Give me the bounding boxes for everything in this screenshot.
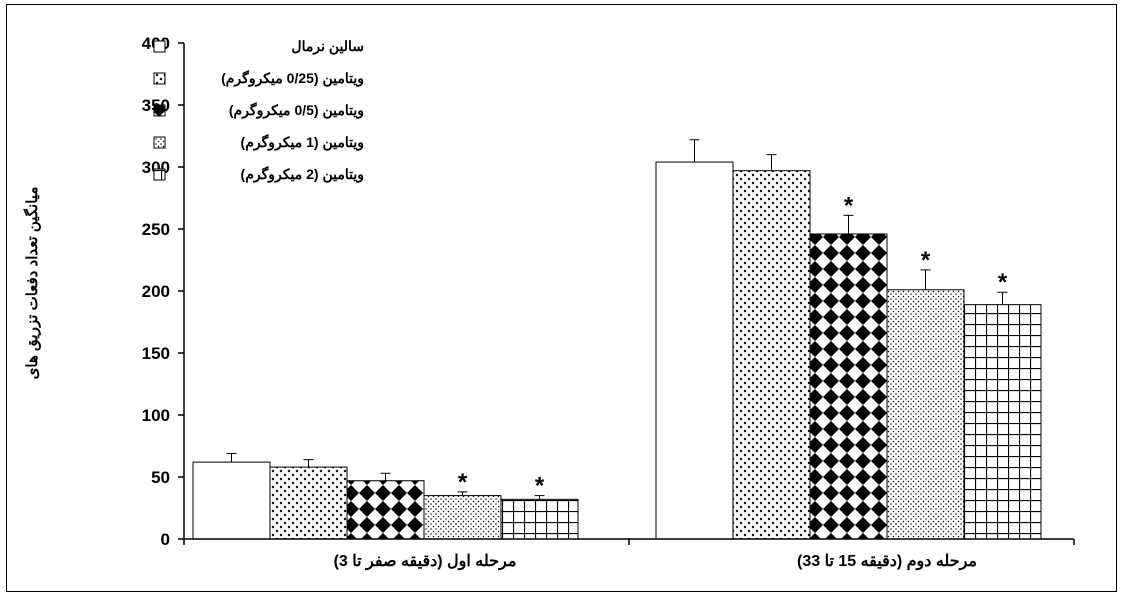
x-category-label: مرحله اول (دقیقه صفر تا 3) bbox=[334, 553, 517, 571]
significance-marker: * bbox=[998, 269, 1008, 296]
legend-swatch bbox=[153, 104, 166, 117]
bar bbox=[809, 233, 888, 540]
bar bbox=[655, 161, 734, 540]
bar bbox=[732, 170, 811, 540]
y-tick-label: 0 bbox=[161, 530, 170, 549]
bars: * * * * * bbox=[192, 139, 1042, 540]
bar bbox=[963, 304, 1042, 540]
y-tick-label: 200 bbox=[142, 282, 170, 301]
chart-frame: 050100150200250300350400 ***** مرحله اول… bbox=[6, 4, 1117, 592]
significance-marker: * bbox=[458, 469, 468, 496]
legend-label: سالین نرمال bbox=[291, 38, 364, 55]
y-tick-label: 150 bbox=[142, 344, 170, 363]
bar bbox=[269, 466, 348, 540]
x-category-label: مرحله دوم (دقیقه 15 تا 33) bbox=[797, 553, 977, 571]
significance-marker: * bbox=[844, 192, 854, 219]
significance-marker: * bbox=[535, 473, 545, 500]
y-tick-label: 50 bbox=[151, 468, 170, 487]
bar bbox=[192, 461, 271, 540]
legend: سالین نرمال ویتامین (0/25 میکروگرم) ویتامی… bbox=[153, 38, 364, 183]
legend-swatch bbox=[153, 72, 166, 85]
bar-chart: 050100150200250300350400 ***** مرحله اول… bbox=[23, 34, 1075, 571]
bar bbox=[423, 495, 502, 540]
x-axis: مرحله اول (دقیقه صفر تا 3) مرحله دوم (دقی… bbox=[183, 538, 1075, 571]
legend-label: ویتامین (2 میکروگرم) bbox=[241, 166, 364, 183]
legend-swatch bbox=[153, 136, 166, 149]
y-tick-label: 100 bbox=[142, 406, 170, 425]
bar bbox=[346, 480, 425, 540]
bar bbox=[500, 498, 579, 540]
legend-label: ویتامین (1 میکروگرم) bbox=[241, 134, 364, 151]
legend-label: ویتامین (0/25 میکروگرم) bbox=[221, 70, 364, 87]
legend-swatch bbox=[153, 168, 166, 181]
legend-label: ویتامین (0/5 میکروگرم) bbox=[229, 102, 364, 119]
significance-marker: * bbox=[921, 247, 931, 274]
y-tick-label: 250 bbox=[142, 220, 170, 239]
y-axis-label: میانگین تعداد دفعات تزریق های bbox=[23, 187, 41, 380]
legend-swatch bbox=[153, 40, 166, 53]
bar bbox=[886, 289, 965, 540]
